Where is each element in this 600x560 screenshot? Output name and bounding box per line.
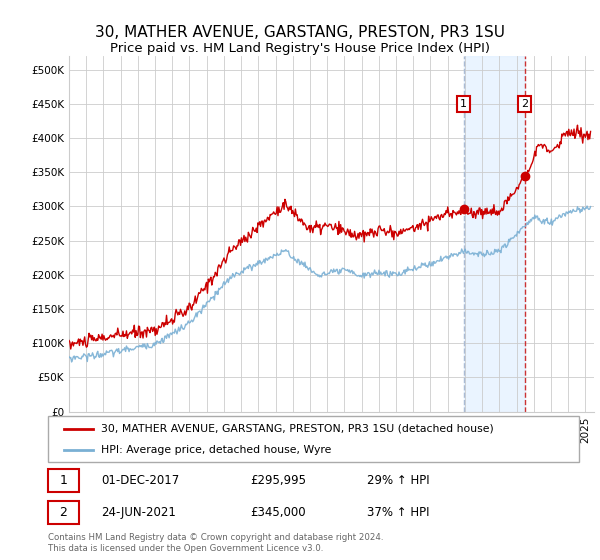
Text: HPI: Average price, detached house, Wyre: HPI: Average price, detached house, Wyre	[101, 445, 331, 455]
Text: 1: 1	[460, 99, 467, 109]
Text: 24-JUN-2021: 24-JUN-2021	[101, 506, 176, 519]
Text: 30, MATHER AVENUE, GARSTANG, PRESTON, PR3 1SU (detached house): 30, MATHER AVENUE, GARSTANG, PRESTON, PR…	[101, 424, 494, 434]
Text: £345,000: £345,000	[250, 506, 305, 519]
Text: 29% ↑ HPI: 29% ↑ HPI	[367, 474, 429, 487]
Text: 2: 2	[521, 99, 529, 109]
Text: 2: 2	[59, 506, 67, 519]
Text: Price paid vs. HM Land Registry's House Price Index (HPI): Price paid vs. HM Land Registry's House …	[110, 42, 490, 55]
Text: 37% ↑ HPI: 37% ↑ HPI	[367, 506, 429, 519]
Bar	[464, 56, 525, 412]
Text: 30, MATHER AVENUE, GARSTANG, PRESTON, PR3 1SU: 30, MATHER AVENUE, GARSTANG, PRESTON, PR…	[95, 25, 505, 40]
Text: £295,995: £295,995	[250, 474, 306, 487]
FancyBboxPatch shape	[48, 416, 579, 462]
Text: 1: 1	[59, 474, 67, 487]
Text: Contains HM Land Registry data © Crown copyright and database right 2024.
This d: Contains HM Land Registry data © Crown c…	[48, 533, 383, 553]
FancyBboxPatch shape	[48, 501, 79, 524]
FancyBboxPatch shape	[48, 469, 79, 492]
Text: 01-DEC-2017: 01-DEC-2017	[101, 474, 179, 487]
